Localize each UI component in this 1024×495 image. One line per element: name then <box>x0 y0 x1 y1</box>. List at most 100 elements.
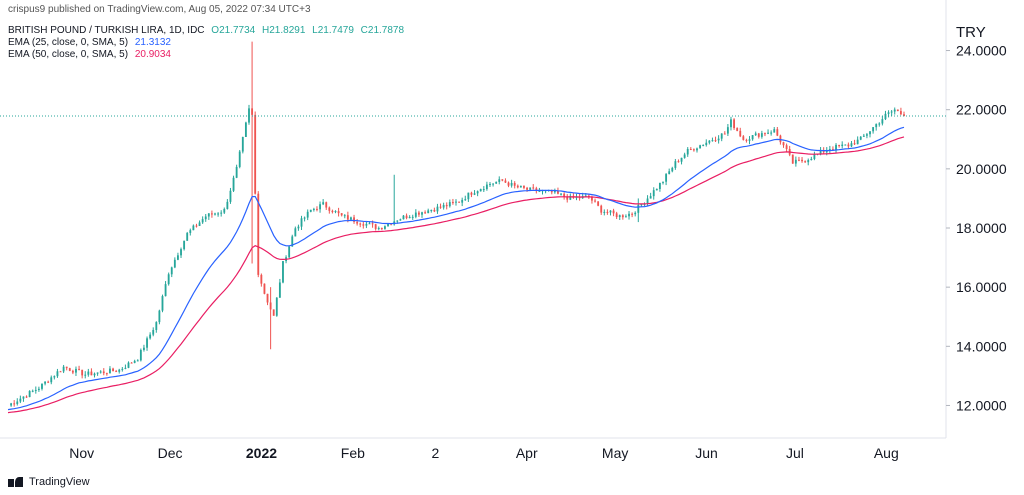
candle-body <box>427 210 430 214</box>
candle-body <box>207 213 210 217</box>
candle-body <box>764 133 766 135</box>
candle-body <box>671 167 674 172</box>
candle-body <box>455 201 457 203</box>
candle-body <box>711 140 714 142</box>
candle-body <box>99 371 102 373</box>
candle-body <box>785 145 788 150</box>
candle-body <box>856 139 859 145</box>
tradingview-logo-icon <box>8 477 24 487</box>
candle-body <box>705 142 708 146</box>
candle-body <box>309 209 312 212</box>
y-tick-label: 24.0000 <box>956 43 1007 59</box>
candle-body <box>149 334 152 339</box>
candle-body <box>170 267 173 275</box>
candle-body <box>44 381 47 384</box>
ema25-line <box>7 126 905 411</box>
candle-body <box>350 217 352 220</box>
candle-body <box>825 150 828 153</box>
candle-body <box>34 389 37 391</box>
candle-body <box>835 144 837 150</box>
candle-body <box>143 347 145 350</box>
candle-body <box>612 210 615 214</box>
ema25-legend[interactable]: EMA (25, close, 0, SMA, 5) 21.3132 <box>8 37 171 48</box>
candle-body <box>186 232 189 241</box>
candle-body <box>881 119 884 124</box>
candle-body <box>47 381 50 383</box>
candle-body <box>742 136 745 140</box>
candle-body <box>167 274 170 285</box>
candle-body <box>804 161 807 163</box>
candle-body <box>164 284 167 297</box>
candle-body <box>464 199 467 201</box>
candle-body <box>538 191 541 193</box>
candle-body <box>476 191 479 194</box>
ohlc-low: L21.7479 <box>312 25 354 36</box>
candle-body <box>767 132 769 134</box>
ema50-label: EMA (50, close, 0, SMA, 5) <box>8 49 129 60</box>
candle-body <box>346 215 349 220</box>
candle-body <box>396 220 399 222</box>
candle-body <box>411 216 414 218</box>
candle-body <box>282 261 284 283</box>
candle-body <box>152 329 155 335</box>
candle-body <box>319 204 321 210</box>
candle-body <box>591 196 593 201</box>
candle-body <box>890 111 893 113</box>
candle-body <box>384 226 386 229</box>
candle-body <box>226 201 229 209</box>
candle-body <box>195 225 198 227</box>
candle-body <box>183 240 186 250</box>
candles[interactable] <box>10 41 905 407</box>
candle-body <box>467 192 470 200</box>
candle-body <box>263 283 266 294</box>
candle-body <box>662 181 664 183</box>
candle-body <box>238 151 241 167</box>
symbol-legend: BRITISH POUND / TURKISH LIRA, 1D, IDC O2… <box>8 25 404 36</box>
candle-body <box>408 216 411 219</box>
x-tick-label: 2022 <box>246 445 277 461</box>
candle-body <box>78 368 80 370</box>
x-tick-label: May <box>602 445 628 461</box>
axes <box>0 0 950 439</box>
candle-body <box>161 296 164 311</box>
candle-body <box>146 338 148 348</box>
candle-body <box>470 192 473 195</box>
candle-body <box>331 210 334 213</box>
x-tick-label: Nov <box>69 445 94 461</box>
candle-body <box>93 373 96 376</box>
candle-body <box>71 370 74 373</box>
candle-body <box>563 193 566 197</box>
candle-body <box>847 144 850 147</box>
candle-body <box>105 373 108 375</box>
ema50-legend[interactable]: EMA (50, close, 0, SMA, 5) 20.9034 <box>8 49 171 60</box>
candle-body <box>84 374 87 376</box>
candle-body <box>229 190 232 202</box>
candle-body <box>819 150 822 154</box>
candle-body <box>708 140 711 143</box>
candle-body <box>28 391 31 398</box>
candle-body <box>776 129 779 136</box>
candle-body <box>158 310 161 323</box>
candle-body <box>782 142 785 146</box>
candle-body <box>798 159 800 161</box>
candle-body <box>828 149 831 151</box>
candle-body <box>523 185 525 188</box>
candle-body <box>300 218 303 227</box>
candle-body <box>726 127 729 134</box>
candle-body <box>714 140 717 142</box>
candle-body <box>210 213 213 215</box>
candle-body <box>640 204 643 206</box>
candle-body <box>380 228 383 230</box>
candle-body <box>62 366 65 372</box>
candle-body <box>368 223 371 225</box>
ema50-line <box>7 136 905 414</box>
candle-body <box>717 138 720 141</box>
candle-body <box>337 211 340 214</box>
candle-body <box>739 130 742 137</box>
candle-body <box>306 211 309 218</box>
candle-body <box>436 206 439 212</box>
candle-body <box>340 213 343 216</box>
y-tick-label: 14.0000 <box>956 338 1007 354</box>
candle-body <box>291 236 294 247</box>
